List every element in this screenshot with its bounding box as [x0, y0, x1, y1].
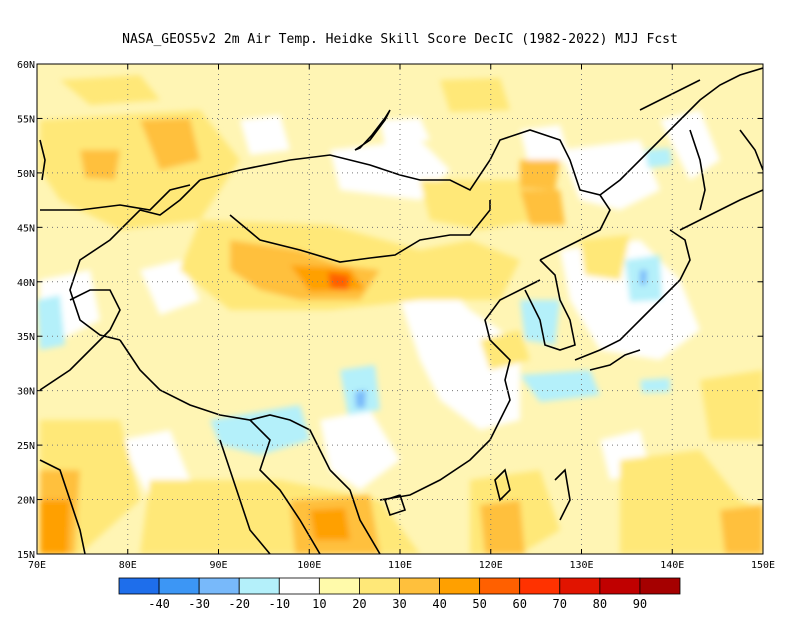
- x-tick-label: 80E: [119, 560, 137, 571]
- colorbar-label: -40: [148, 597, 170, 611]
- colorbar-swatch: [158, 577, 200, 595]
- colorbar-label: 40: [432, 597, 446, 611]
- coastlines-borders: [39, 67, 763, 554]
- colorbar-label: 10: [312, 597, 326, 611]
- colorbar-label: 80: [593, 597, 607, 611]
- x-tick-label: 70E: [28, 560, 46, 571]
- map-title: NASA_GEOS5v2 2m Air Temp. Heidke Skill S…: [122, 32, 678, 47]
- colorbar-label: 70: [553, 597, 567, 611]
- colorbar-label: 60: [512, 597, 526, 611]
- colorbar-swatch: [118, 577, 160, 595]
- y-tick-label: 50N: [17, 169, 35, 180]
- y-tick-label: 45N: [17, 223, 35, 234]
- y-tick-label: 60N: [17, 60, 35, 71]
- colorbar-swatch: [599, 577, 641, 595]
- grid-lines: [37, 64, 763, 554]
- colorbar-swatch: [479, 577, 521, 595]
- colorbar-swatch: [519, 577, 561, 595]
- y-tick-label: 20N: [17, 496, 35, 507]
- colorbar-label: 90: [633, 597, 647, 611]
- colorbar-swatch: [559, 577, 601, 595]
- x-tick-label: 140E: [660, 560, 684, 571]
- y-tick-label: 30N: [17, 387, 35, 398]
- colorbar: -40 -30 -20 -10 10 20 30 40 50 60 70 80 90: [118, 577, 681, 611]
- y-tick-label: 35N: [17, 332, 35, 343]
- y-tick-label: 25N: [17, 441, 35, 452]
- x-tick-label: 130E: [569, 560, 593, 571]
- y-axis: 15N 20N 25N 30N 35N 40N 45N 50N 55N 60N: [17, 60, 763, 561]
- colorbar-swatch: [238, 577, 280, 595]
- colorbar-swatch: [439, 577, 481, 595]
- colorbar-label: 30: [392, 597, 406, 611]
- x-tick-label: 100E: [297, 560, 321, 571]
- colorbar-swatch: [318, 577, 360, 595]
- y-tick-label: 15N: [17, 550, 35, 561]
- y-tick-label: 55N: [17, 114, 35, 125]
- x-axis: 70E 80E 90E 100E 110E 120E 130E 140E 150E: [28, 64, 775, 571]
- colorbar-label: 50: [472, 597, 486, 611]
- y-tick-label: 40N: [17, 278, 35, 289]
- colorbar-swatch: [359, 577, 400, 595]
- colorbar-label: -10: [268, 597, 290, 611]
- skill-score-field: [37, 64, 763, 554]
- colorbar-swatch: [278, 577, 320, 595]
- colorbar-swatch: [198, 577, 240, 595]
- colorbar-label: -20: [228, 597, 250, 611]
- x-tick-label: 150E: [751, 560, 775, 571]
- colorbar-swatch: [639, 577, 681, 595]
- colorbar-label: 20: [352, 597, 366, 611]
- colorbar-label: -30: [188, 597, 210, 611]
- x-tick-label: 90E: [209, 560, 227, 571]
- x-tick-label: 110E: [388, 560, 412, 571]
- colorbar-swatch: [399, 577, 440, 595]
- x-tick-label: 120E: [479, 560, 503, 571]
